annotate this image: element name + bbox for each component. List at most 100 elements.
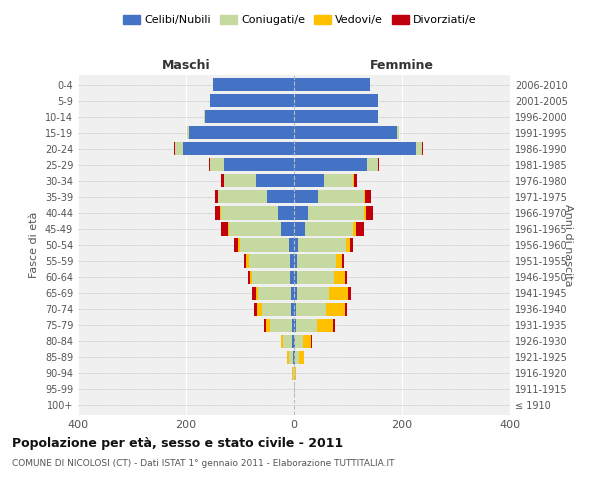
Bar: [247, 254, 249, 268]
Bar: [221, 174, 224, 188]
Bar: [254, 302, 257, 316]
Bar: [345, 270, 347, 283]
Bar: [294, 206, 308, 220]
Bar: [187, 126, 188, 140]
Legend: Celibi/Nubili, Coniugati/e, Vedovi/e, Divorziati/e: Celibi/Nubili, Coniugati/e, Vedovi/e, Di…: [119, 10, 481, 30]
Bar: [354, 174, 357, 188]
Bar: [218, 190, 267, 203]
Bar: [294, 366, 295, 380]
Bar: [353, 222, 356, 235]
Bar: [213, 78, 294, 91]
Bar: [319, 190, 364, 203]
Bar: [289, 350, 293, 364]
Bar: [283, 334, 292, 348]
Bar: [348, 286, 350, 300]
Y-axis label: Anni di nascita: Anni di nascita: [563, 204, 573, 286]
Bar: [293, 350, 294, 364]
Bar: [289, 238, 294, 252]
Bar: [294, 126, 397, 140]
Bar: [188, 126, 294, 140]
Bar: [267, 190, 294, 203]
Bar: [290, 254, 294, 268]
Bar: [292, 334, 294, 348]
Bar: [294, 94, 378, 107]
Bar: [346, 238, 350, 252]
Bar: [336, 254, 341, 268]
Bar: [294, 302, 296, 316]
Bar: [229, 222, 281, 235]
Bar: [257, 302, 262, 316]
Bar: [249, 254, 290, 268]
Bar: [294, 334, 295, 348]
Bar: [220, 206, 221, 220]
Bar: [175, 142, 184, 156]
Bar: [295, 350, 299, 364]
Text: Maschi: Maschi: [161, 60, 211, 72]
Bar: [292, 318, 294, 332]
Bar: [294, 350, 295, 364]
Bar: [294, 190, 319, 203]
Bar: [299, 350, 304, 364]
Bar: [324, 174, 353, 188]
Bar: [204, 110, 205, 124]
Bar: [294, 110, 378, 124]
Bar: [240, 238, 289, 252]
Bar: [345, 302, 347, 316]
Bar: [294, 158, 367, 172]
Bar: [253, 270, 290, 283]
Bar: [364, 190, 365, 203]
Bar: [228, 222, 229, 235]
Bar: [234, 238, 238, 252]
Bar: [294, 142, 415, 156]
Bar: [253, 286, 256, 300]
Bar: [295, 334, 303, 348]
Bar: [259, 286, 291, 300]
Bar: [298, 238, 346, 252]
Bar: [415, 142, 422, 156]
Bar: [378, 158, 379, 172]
Bar: [329, 286, 348, 300]
Bar: [294, 238, 298, 252]
Bar: [297, 270, 334, 283]
Bar: [290, 270, 294, 283]
Bar: [281, 222, 294, 235]
Bar: [334, 270, 345, 283]
Bar: [296, 302, 326, 316]
Bar: [341, 254, 344, 268]
Y-axis label: Fasce di età: Fasce di età: [29, 212, 39, 278]
Bar: [367, 158, 378, 172]
Bar: [397, 126, 399, 140]
Bar: [209, 158, 210, 172]
Bar: [211, 94, 294, 107]
Bar: [366, 206, 373, 220]
Text: Popolazione per età, sesso e stato civile - 2011: Popolazione per età, sesso e stato civil…: [12, 438, 343, 450]
Bar: [281, 334, 283, 348]
Bar: [256, 174, 294, 188]
Bar: [248, 270, 250, 283]
Bar: [250, 270, 253, 283]
Bar: [294, 222, 305, 235]
Bar: [278, 206, 294, 220]
Bar: [215, 190, 218, 203]
Bar: [294, 318, 296, 332]
Bar: [265, 318, 266, 332]
Bar: [294, 286, 296, 300]
Bar: [270, 318, 292, 332]
Bar: [256, 286, 259, 300]
Bar: [266, 318, 270, 332]
Bar: [238, 238, 240, 252]
Bar: [303, 334, 311, 348]
Bar: [295, 366, 296, 380]
Bar: [294, 78, 370, 91]
Bar: [350, 238, 353, 252]
Bar: [294, 254, 297, 268]
Text: COMUNE DI NICOLOSI (CT) - Dati ISTAT 1° gennaio 2011 - Elaborazione TUTTITALIA.I: COMUNE DI NICOLOSI (CT) - Dati ISTAT 1° …: [12, 459, 395, 468]
Bar: [294, 270, 297, 283]
Bar: [317, 318, 334, 332]
Bar: [244, 254, 247, 268]
Bar: [364, 206, 366, 220]
Bar: [296, 318, 317, 332]
Bar: [224, 174, 256, 188]
Bar: [211, 158, 224, 172]
Bar: [224, 158, 294, 172]
